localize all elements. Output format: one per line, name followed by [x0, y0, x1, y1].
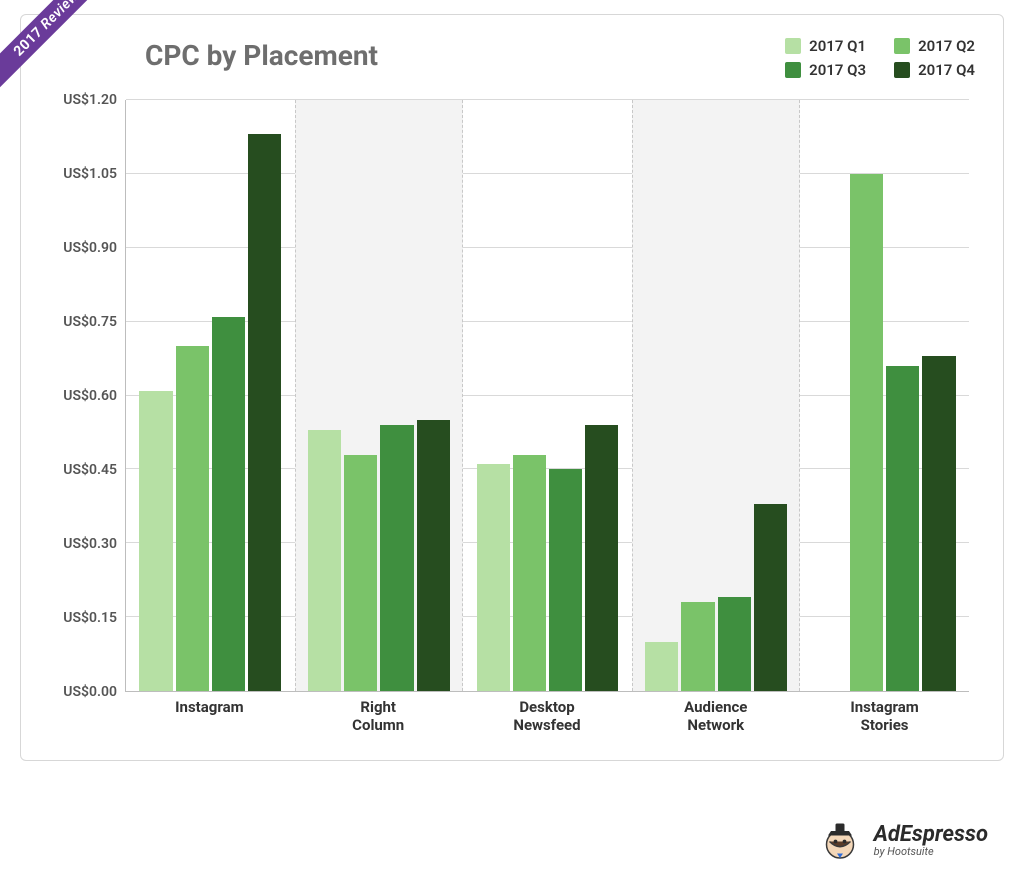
brand-byline: by Hootsuite: [874, 846, 988, 857]
x-tick-label: AudienceNetwork: [631, 698, 800, 734]
legend-swatch: [785, 62, 801, 78]
bar-cluster: [645, 100, 787, 691]
y-tick-label: US$1.20: [45, 92, 117, 108]
bar: [212, 317, 245, 691]
chart-area: InstagramRightColumnDesktopNewsfeedAudie…: [45, 100, 979, 740]
bar-cluster: [477, 100, 619, 691]
legend-swatch: [894, 38, 910, 54]
y-tick-label: US$0.60: [45, 388, 117, 404]
chart-card: CPC by Placement 2017 Q12017 Q22017 Q320…: [20, 14, 1004, 761]
y-tick-label: US$0.45: [45, 462, 117, 478]
legend: 2017 Q1 2017 Q2 2017 Q3 2017 Q4: [785, 37, 975, 79]
bar: [139, 391, 172, 691]
y-tick-label: US$0.30: [45, 536, 117, 552]
y-tick-label: US$0.00: [45, 684, 117, 700]
bar: [549, 469, 582, 691]
bar: [477, 464, 510, 691]
legend-label: 2017 Q1: [809, 37, 866, 55]
x-tick-label: InstagramStories: [800, 698, 969, 734]
bar-cluster: [308, 100, 450, 691]
category-group: [800, 100, 969, 691]
bar: [922, 356, 955, 691]
legend-label: 2017 Q4: [918, 61, 975, 79]
y-tick-label: US$0.75: [45, 314, 117, 330]
plot-area: [125, 100, 969, 692]
brand-text: AdEspresso by Hootsuite: [874, 824, 988, 857]
brand-name: AdEspresso: [874, 824, 988, 846]
bar: [886, 366, 919, 691]
legend-item: 2017 Q3: [785, 61, 866, 79]
x-tick-label: DesktopNewsfeed: [463, 698, 632, 734]
mascot-icon: [816, 816, 864, 864]
bar: [176, 346, 209, 691]
category-group: [126, 100, 295, 691]
bar: [645, 642, 678, 691]
bar: [585, 425, 618, 691]
y-tick-label: US$0.90: [45, 240, 117, 256]
legend-item: 2017 Q4: [894, 61, 975, 79]
legend-item: 2017 Q2: [894, 37, 975, 55]
category-group: [632, 100, 801, 691]
bar: [248, 134, 281, 691]
y-tick-label: US$0.15: [45, 610, 117, 626]
x-tick-label: Instagram: [125, 698, 294, 716]
bar-cluster: [814, 100, 956, 691]
category-group: [295, 100, 464, 691]
x-tick-label: RightColumn: [294, 698, 463, 734]
bar-cluster: [139, 100, 281, 691]
legend-swatch: [785, 38, 801, 54]
bar: [754, 504, 787, 691]
category-group: [463, 100, 632, 691]
bar: [308, 430, 341, 691]
bar: [850, 174, 883, 691]
x-axis-labels: InstagramRightColumnDesktopNewsfeedAudie…: [125, 692, 969, 740]
bar: [681, 602, 714, 691]
bar: [718, 597, 751, 691]
y-tick-label: US$1.05: [45, 166, 117, 182]
bar: [513, 455, 546, 691]
bar: [344, 455, 377, 691]
legend-label: 2017 Q3: [809, 61, 866, 79]
brand-footer: AdEspresso by Hootsuite: [816, 816, 988, 864]
legend-label: 2017 Q2: [918, 37, 975, 55]
legend-swatch: [894, 62, 910, 78]
bar: [380, 425, 413, 691]
legend-item: 2017 Q1: [785, 37, 866, 55]
bar: [417, 420, 450, 691]
